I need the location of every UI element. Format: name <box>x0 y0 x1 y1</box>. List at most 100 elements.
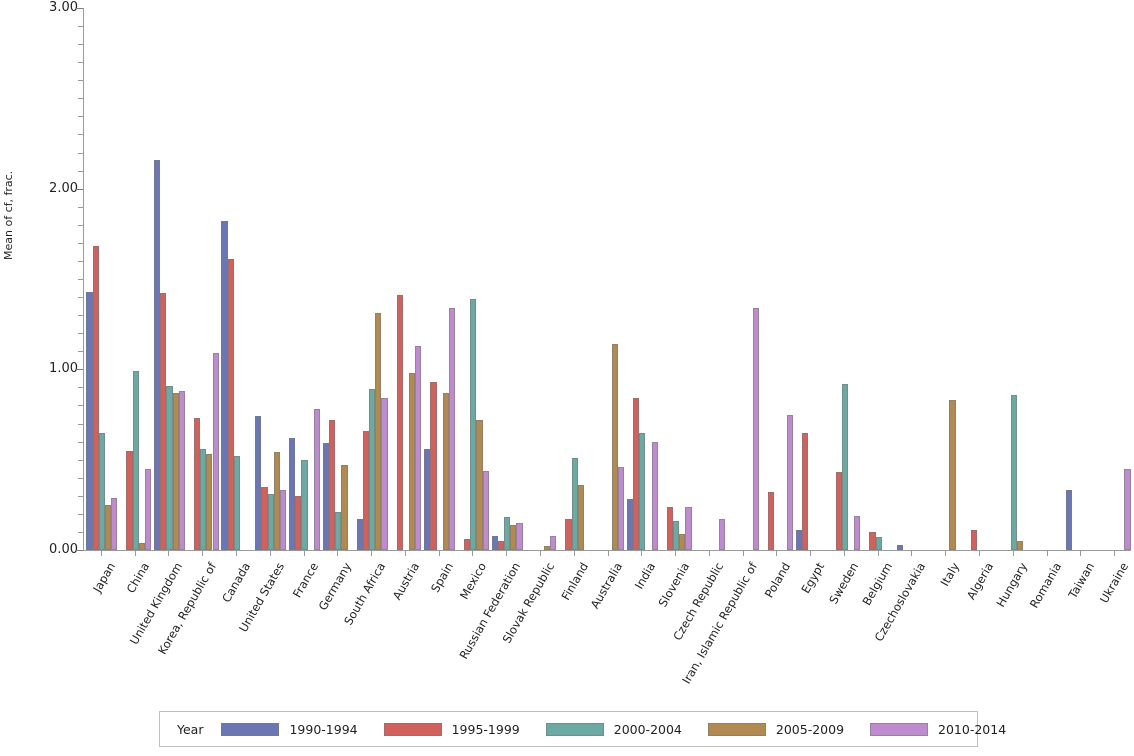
bar[interactable] <box>98 432 105 550</box>
bar[interactable] <box>335 512 342 550</box>
bar[interactable] <box>261 486 268 550</box>
bar[interactable] <box>200 448 207 550</box>
bar[interactable] <box>295 495 302 550</box>
bar[interactable] <box>408 372 416 550</box>
bar[interactable] <box>267 494 274 550</box>
bar[interactable] <box>442 392 449 550</box>
bar[interactable] <box>193 418 201 550</box>
bar[interactable] <box>476 419 483 550</box>
legend-item[interactable]: 1995-1999 <box>383 722 520 737</box>
y-axis-tick-major <box>76 8 84 9</box>
bar[interactable] <box>448 307 456 550</box>
bar[interactable] <box>1124 468 1131 550</box>
bar[interactable] <box>835 472 842 550</box>
legend-item[interactable]: 2005-2009 <box>707 722 844 737</box>
bar[interactable] <box>651 441 658 550</box>
bar[interactable] <box>172 392 179 550</box>
bar[interactable] <box>565 519 572 550</box>
bar[interactable] <box>626 499 633 550</box>
bar[interactable] <box>516 522 523 550</box>
bar[interactable] <box>685 506 692 550</box>
bar[interactable] <box>970 530 977 550</box>
bar[interactable] <box>617 466 624 550</box>
bar[interactable] <box>328 419 336 550</box>
bar[interactable] <box>768 492 775 550</box>
bar[interactable] <box>875 537 882 550</box>
bar[interactable] <box>801 432 809 550</box>
bar[interactable] <box>280 490 287 550</box>
bar[interactable] <box>1065 490 1073 550</box>
bar[interactable] <box>666 506 673 550</box>
bar[interactable] <box>178 391 185 550</box>
bar[interactable] <box>396 295 403 550</box>
x-axis-tick-label: Algeria <box>963 560 997 603</box>
bar[interactable] <box>632 398 640 550</box>
bar[interactable] <box>166 385 173 550</box>
bar[interactable] <box>544 546 551 550</box>
bar[interactable] <box>672 521 680 550</box>
bar[interactable] <box>497 540 505 550</box>
bar[interactable] <box>273 452 281 550</box>
bar[interactable] <box>92 246 99 550</box>
legend-item[interactable]: 2000-2004 <box>545 722 682 737</box>
legend-item[interactable]: 2010-2014 <box>870 722 1006 737</box>
bar[interactable] <box>571 457 578 550</box>
bar[interactable] <box>841 383 848 550</box>
bar[interactable] <box>1010 394 1017 550</box>
x-axis-tick-label: Italy <box>937 560 963 589</box>
bar[interactable] <box>289 438 296 550</box>
bar[interactable] <box>356 519 363 550</box>
bar[interactable] <box>381 398 388 550</box>
bar[interactable] <box>679 533 686 550</box>
bar[interactable] <box>430 381 437 550</box>
bar[interactable] <box>639 432 646 550</box>
bar[interactable] <box>424 448 431 550</box>
bar[interactable] <box>132 371 139 550</box>
bar[interactable] <box>144 468 152 550</box>
bar[interactable] <box>611 344 618 550</box>
bar[interactable] <box>795 530 802 550</box>
bar[interactable] <box>153 159 161 550</box>
bar[interactable] <box>138 542 145 550</box>
bar[interactable] <box>206 454 213 550</box>
bar[interactable] <box>233 456 241 550</box>
bar[interactable] <box>491 535 498 550</box>
bar[interactable] <box>126 450 133 550</box>
legend-swatch <box>221 722 280 736</box>
bar[interactable] <box>550 535 557 550</box>
x-axis-tick <box>1012 551 1014 556</box>
bar[interactable] <box>1016 540 1024 550</box>
bar[interactable] <box>504 517 511 550</box>
bar[interactable] <box>221 221 228 550</box>
bar[interactable] <box>415 345 422 550</box>
y-axis-tick-label: 3.00 <box>49 0 78 15</box>
bar[interactable] <box>322 443 329 550</box>
bar[interactable] <box>752 307 760 550</box>
bar[interactable] <box>896 544 904 550</box>
bar[interactable] <box>255 416 262 550</box>
bar[interactable] <box>470 298 477 550</box>
bar[interactable] <box>854 515 861 550</box>
bar[interactable] <box>301 459 308 550</box>
bar[interactable] <box>786 414 793 550</box>
bar[interactable] <box>160 293 167 550</box>
bar[interactable] <box>86 291 93 550</box>
bar[interactable] <box>362 430 369 550</box>
bar[interactable] <box>869 531 876 550</box>
bar[interactable] <box>482 470 489 550</box>
bar[interactable] <box>368 389 376 550</box>
bar[interactable] <box>104 504 112 550</box>
bar[interactable] <box>949 400 956 550</box>
bar[interactable] <box>577 484 584 550</box>
legend-item[interactable]: 1990-1994 <box>221 722 358 737</box>
bar[interactable] <box>227 259 234 550</box>
bar[interactable] <box>313 409 321 550</box>
bar[interactable] <box>375 313 382 550</box>
bar[interactable] <box>464 539 471 550</box>
bar[interactable] <box>111 497 118 550</box>
x-axis-tick <box>202 551 204 556</box>
bar[interactable] <box>719 519 726 550</box>
bar[interactable] <box>212 353 219 550</box>
bar[interactable] <box>510 524 517 550</box>
bar[interactable] <box>341 465 348 550</box>
